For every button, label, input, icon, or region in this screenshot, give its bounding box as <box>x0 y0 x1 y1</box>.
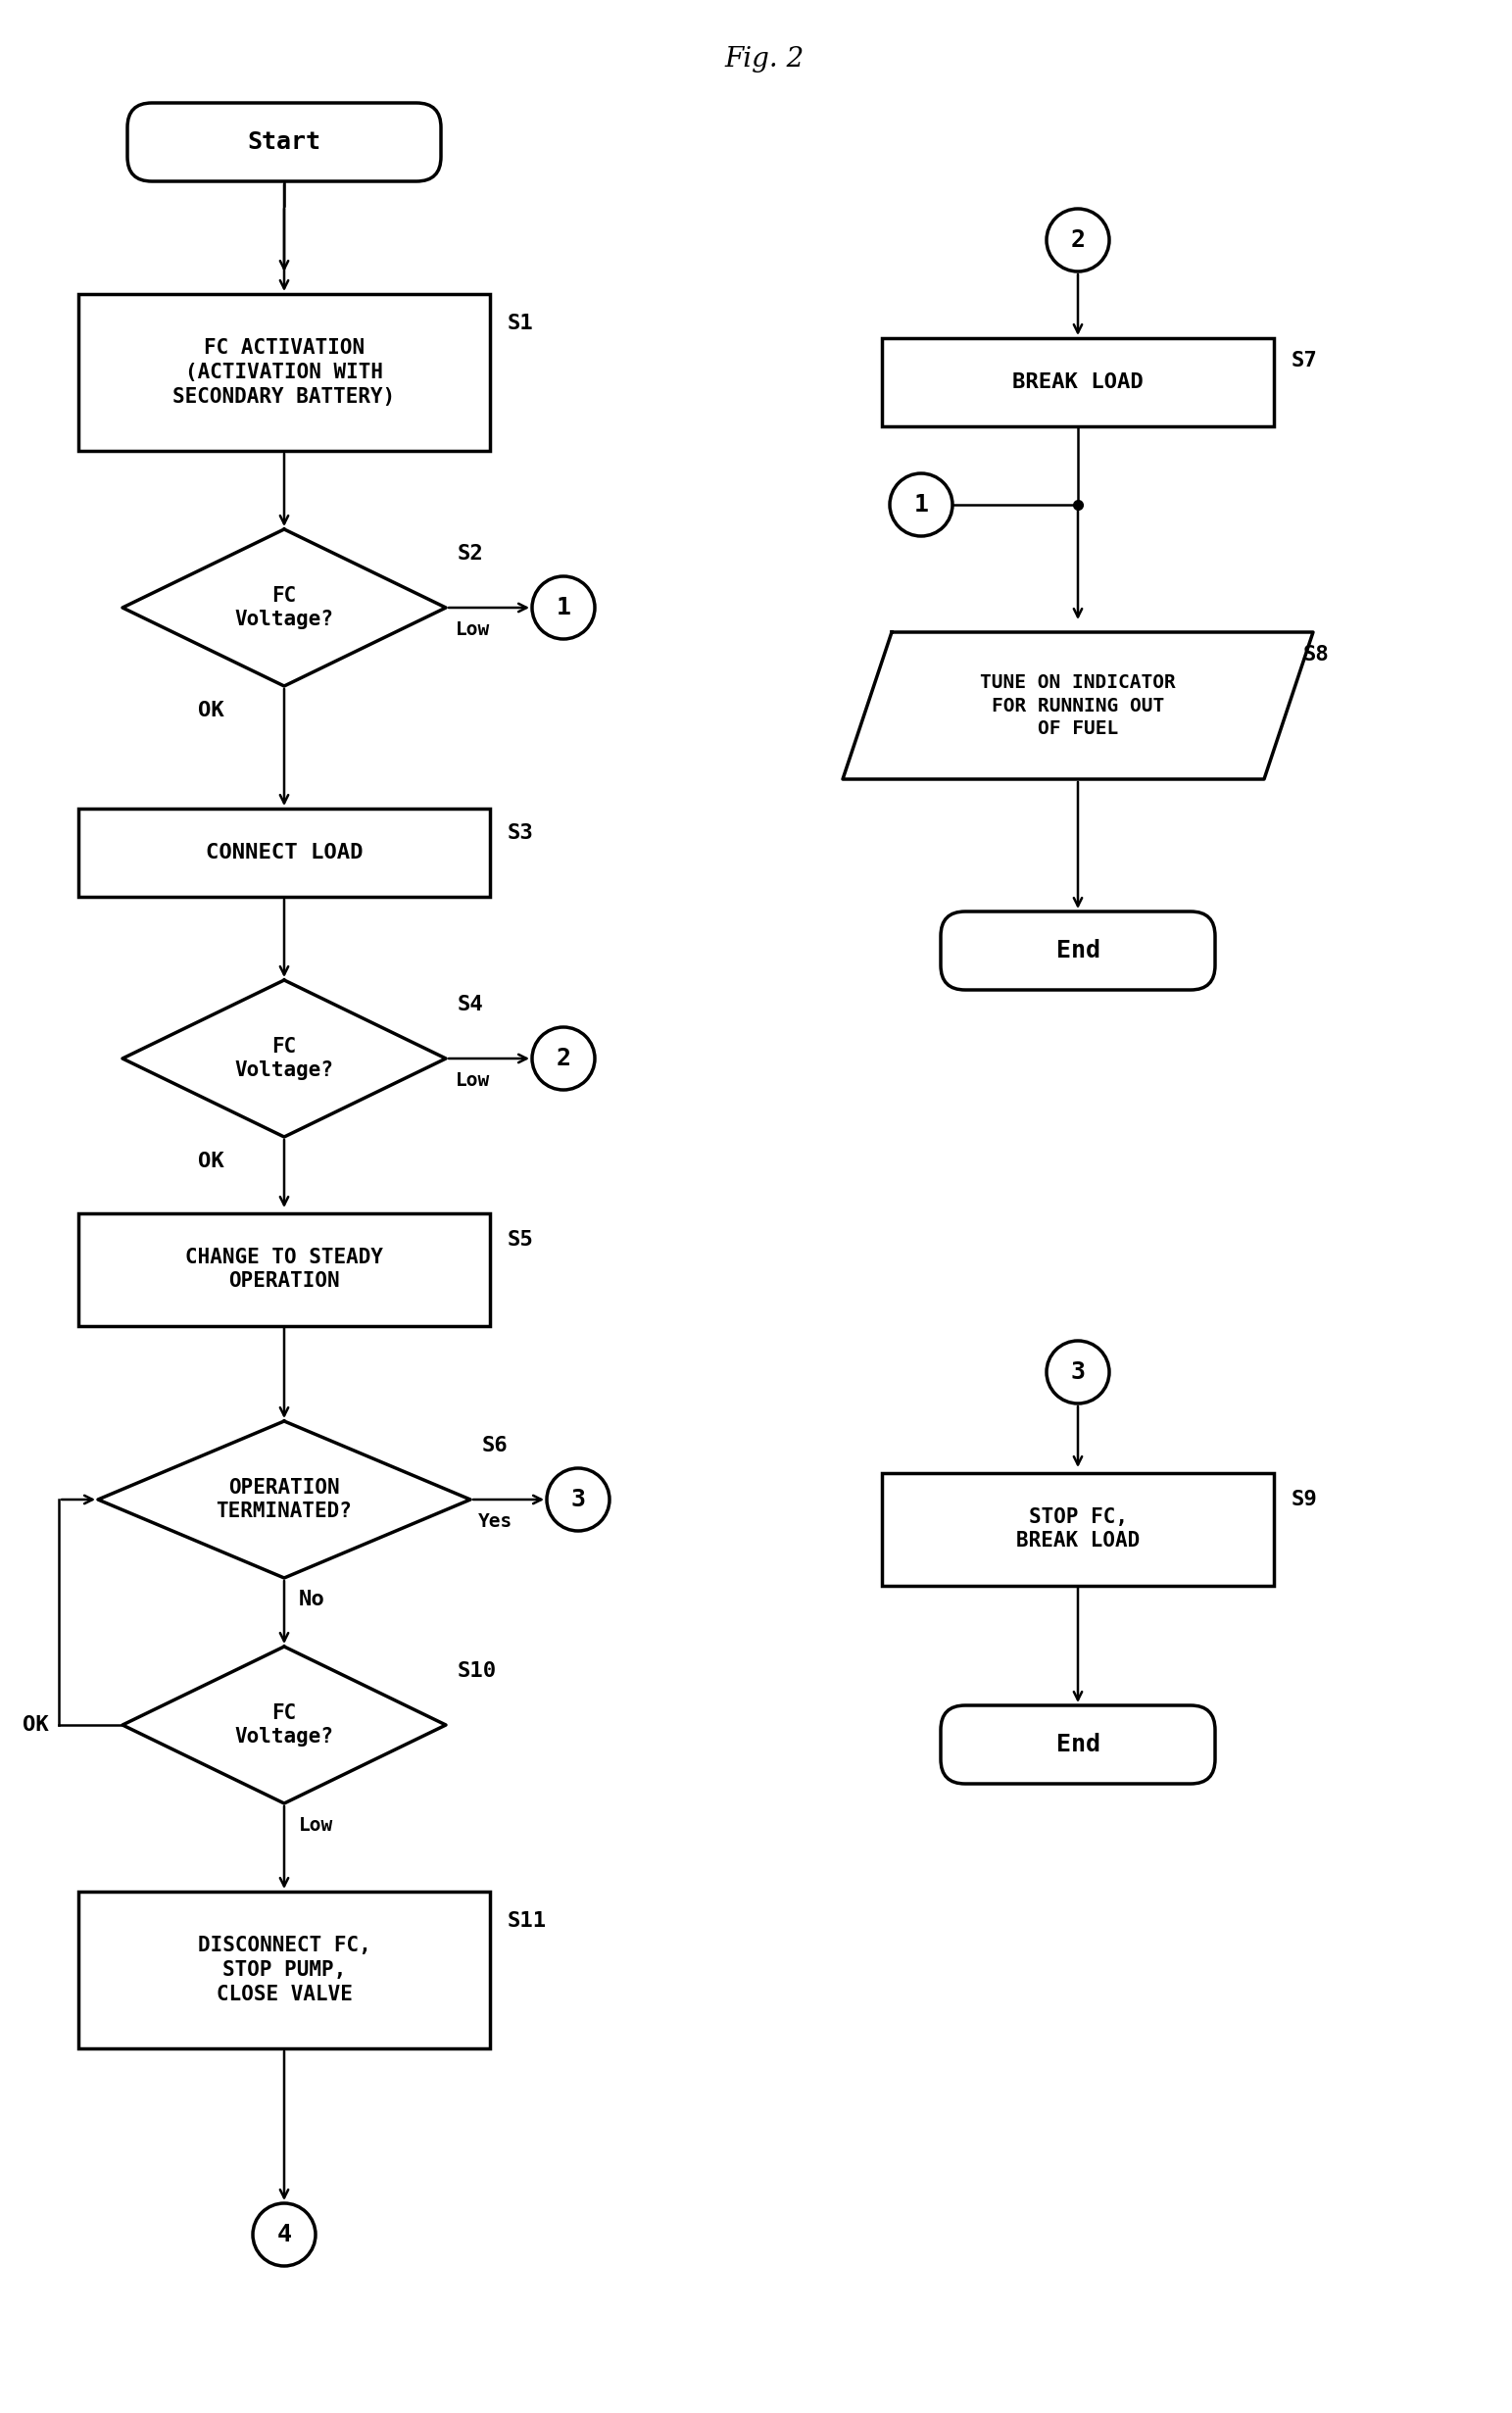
Text: TUNE ON INDICATOR
FOR RUNNING OUT
OF FUEL: TUNE ON INDICATOR FOR RUNNING OUT OF FUE… <box>980 673 1176 738</box>
Text: OK: OK <box>198 700 224 721</box>
Polygon shape <box>122 980 446 1137</box>
Text: STOP FC,
BREAK LOAD: STOP FC, BREAK LOAD <box>1016 1508 1140 1552</box>
Text: 4: 4 <box>277 2222 292 2247</box>
Text: S5: S5 <box>508 1231 534 1250</box>
Text: DISCONNECT FC,
STOP PUMP,
CLOSE VALVE: DISCONNECT FC, STOP PUMP, CLOSE VALVE <box>198 1935 370 2005</box>
Circle shape <box>547 1467 609 1530</box>
Text: Fig. 2: Fig. 2 <box>724 46 804 72</box>
Circle shape <box>532 1028 594 1091</box>
Text: 2: 2 <box>556 1047 572 1071</box>
FancyBboxPatch shape <box>127 104 442 181</box>
Text: BREAK LOAD: BREAK LOAD <box>1013 372 1143 391</box>
Bar <box>881 1472 1275 1585</box>
Text: S11: S11 <box>508 1911 547 1930</box>
Circle shape <box>889 473 953 536</box>
Text: FC
Voltage?: FC Voltage? <box>234 1704 334 1747</box>
Text: 3: 3 <box>572 1489 585 1511</box>
Text: Low: Low <box>299 1815 334 1834</box>
FancyBboxPatch shape <box>940 1706 1216 1783</box>
Text: Start: Start <box>248 130 321 154</box>
Bar <box>881 338 1275 427</box>
Text: CHANGE TO STEADY
OPERATION: CHANGE TO STEADY OPERATION <box>184 1248 383 1291</box>
Text: S3: S3 <box>508 823 534 842</box>
Text: S8: S8 <box>1303 644 1329 664</box>
Text: No: No <box>299 1590 325 1609</box>
Polygon shape <box>122 1646 446 1803</box>
Circle shape <box>532 577 594 639</box>
Text: S1: S1 <box>508 314 534 333</box>
Text: S9: S9 <box>1291 1489 1318 1511</box>
Polygon shape <box>842 632 1312 779</box>
Text: S4: S4 <box>458 994 484 1013</box>
Text: S7: S7 <box>1291 350 1318 372</box>
FancyBboxPatch shape <box>940 912 1216 989</box>
Bar <box>79 294 490 451</box>
Text: Low: Low <box>455 620 490 639</box>
Text: Yes: Yes <box>478 1513 513 1530</box>
Circle shape <box>1046 210 1110 273</box>
Polygon shape <box>98 1421 470 1578</box>
Text: Low: Low <box>455 1071 490 1088</box>
Text: OPERATION
TERMINATED?: OPERATION TERMINATED? <box>216 1477 352 1523</box>
Text: 3: 3 <box>1070 1361 1086 1385</box>
Text: S2: S2 <box>458 543 484 565</box>
Circle shape <box>253 2203 316 2266</box>
Circle shape <box>1046 1342 1110 1404</box>
Bar <box>79 808 490 898</box>
Text: FC ACTIVATION
(ACTIVATION WITH
SECONDARY BATTERY): FC ACTIVATION (ACTIVATION WITH SECONDARY… <box>172 338 396 405</box>
Text: 1: 1 <box>913 492 928 516</box>
Text: FC
Voltage?: FC Voltage? <box>234 586 334 630</box>
Text: FC
Voltage?: FC Voltage? <box>234 1038 334 1081</box>
Text: 2: 2 <box>1070 229 1086 251</box>
Text: OK: OK <box>23 1716 48 1735</box>
Bar <box>79 1892 490 2049</box>
Bar <box>79 1214 490 1325</box>
Text: OK: OK <box>198 1151 224 1170</box>
Text: CONNECT LOAD: CONNECT LOAD <box>206 842 363 861</box>
Text: End: End <box>1055 1733 1099 1757</box>
Text: S10: S10 <box>458 1660 497 1682</box>
Text: S6: S6 <box>482 1436 508 1455</box>
Text: 1: 1 <box>556 596 572 620</box>
Text: End: End <box>1055 939 1099 963</box>
Polygon shape <box>122 528 446 685</box>
